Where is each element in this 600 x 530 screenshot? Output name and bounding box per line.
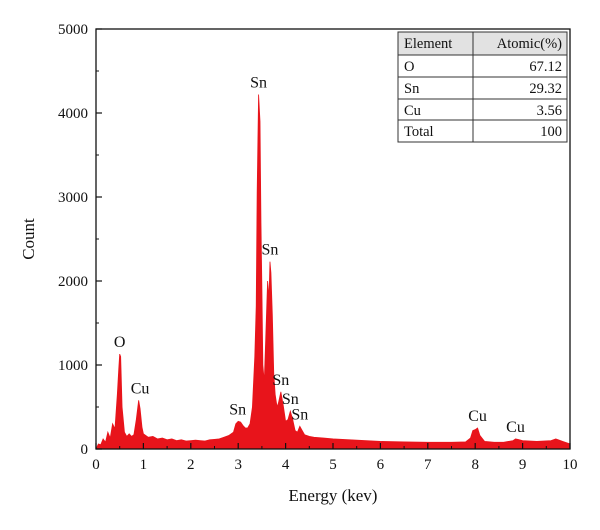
- peak-label: Sn: [291, 406, 308, 423]
- table-border: [397, 31, 568, 143]
- x-tick-label: 3: [234, 457, 242, 473]
- y-axis-label: Count: [19, 218, 38, 260]
- x-tick-label: 10: [563, 457, 578, 473]
- peak-label: Sn: [272, 372, 289, 389]
- x-tick-label: 1: [140, 457, 148, 473]
- spectrum-area: [95, 94, 571, 450]
- y-axis-ticks: 0 1000 2000 3000 4000 5000: [58, 22, 102, 458]
- peak-label: Sn: [262, 242, 279, 259]
- table-header-element: Element: [404, 36, 452, 52]
- x-tick-label: 5: [329, 457, 337, 473]
- x-axis-ticks: 0 1 2 3 4 5 6 7 8 9 10: [92, 443, 578, 473]
- table-cell-value: 3.56: [537, 103, 562, 119]
- spectrum-layer: [95, 94, 571, 450]
- peak-label: Sn: [282, 391, 299, 408]
- x-tick-label: 2: [187, 457, 195, 473]
- x-tick-label: 6: [377, 457, 385, 473]
- x-tick-label: 8: [471, 457, 479, 473]
- table-header-atomic: Atomic(%): [497, 36, 562, 52]
- peak-label: Sn: [250, 75, 267, 92]
- y-tick-label: 2000: [58, 274, 88, 290]
- y-tick-label: 1000: [58, 358, 88, 374]
- composition-table: Element Atomic(%) O 67.12 Sn 29.32 Cu 3.…: [397, 31, 568, 143]
- table-cell-element: Total: [404, 124, 434, 140]
- table-cell-element: O: [404, 59, 414, 75]
- x-tick-label: 7: [424, 457, 432, 473]
- peak-label: O: [114, 334, 126, 351]
- x-tick-label: 4: [282, 457, 290, 473]
- x-tick-label: 0: [92, 457, 100, 473]
- y-tick-label: 3000: [58, 190, 88, 206]
- y-tick-label: 0: [81, 442, 89, 458]
- y-tick-label: 5000: [58, 22, 88, 38]
- peak-label: Cu: [468, 408, 487, 425]
- peak-label: Sn: [229, 401, 246, 418]
- x-tick-label: 9: [519, 457, 527, 473]
- peak-label: Cu: [506, 419, 525, 436]
- y-tick-label: 4000: [58, 106, 88, 122]
- x-axis-label: Energy (kev): [289, 486, 378, 505]
- table-cell-value: 29.32: [529, 81, 562, 97]
- table-cell-value: 100: [540, 124, 562, 140]
- table-cell-value: 67.12: [529, 59, 562, 75]
- table-cell-element: Sn: [404, 81, 420, 97]
- table-header-bg: [398, 32, 567, 55]
- peak-label: Cu: [131, 380, 150, 397]
- table-cell-element: Cu: [404, 103, 421, 119]
